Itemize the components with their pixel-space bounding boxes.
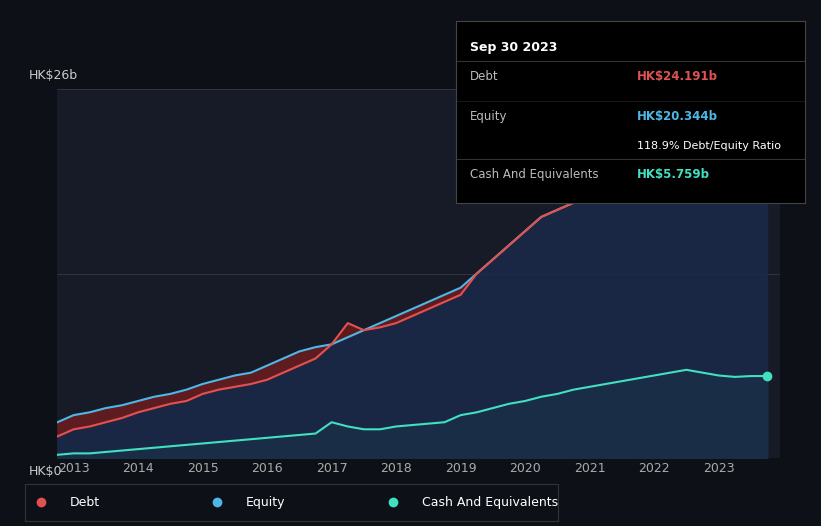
- Text: Cash And Equivalents: Cash And Equivalents: [422, 496, 558, 509]
- Text: HK$24.191b: HK$24.191b: [637, 70, 718, 83]
- Text: Equity: Equity: [470, 110, 507, 123]
- Text: HK$26b: HK$26b: [29, 69, 78, 82]
- Text: 118.9% Debt/Equity Ratio: 118.9% Debt/Equity Ratio: [637, 141, 781, 151]
- Text: HK$5.759b: HK$5.759b: [637, 168, 710, 181]
- Text: HK$20.344b: HK$20.344b: [637, 110, 718, 123]
- Text: Equity: Equity: [246, 496, 286, 509]
- Text: HK$0: HK$0: [29, 465, 62, 478]
- Text: Debt: Debt: [470, 70, 498, 83]
- Text: Debt: Debt: [70, 496, 100, 509]
- Text: Cash And Equivalents: Cash And Equivalents: [470, 168, 599, 181]
- Text: Sep 30 2023: Sep 30 2023: [470, 41, 557, 54]
